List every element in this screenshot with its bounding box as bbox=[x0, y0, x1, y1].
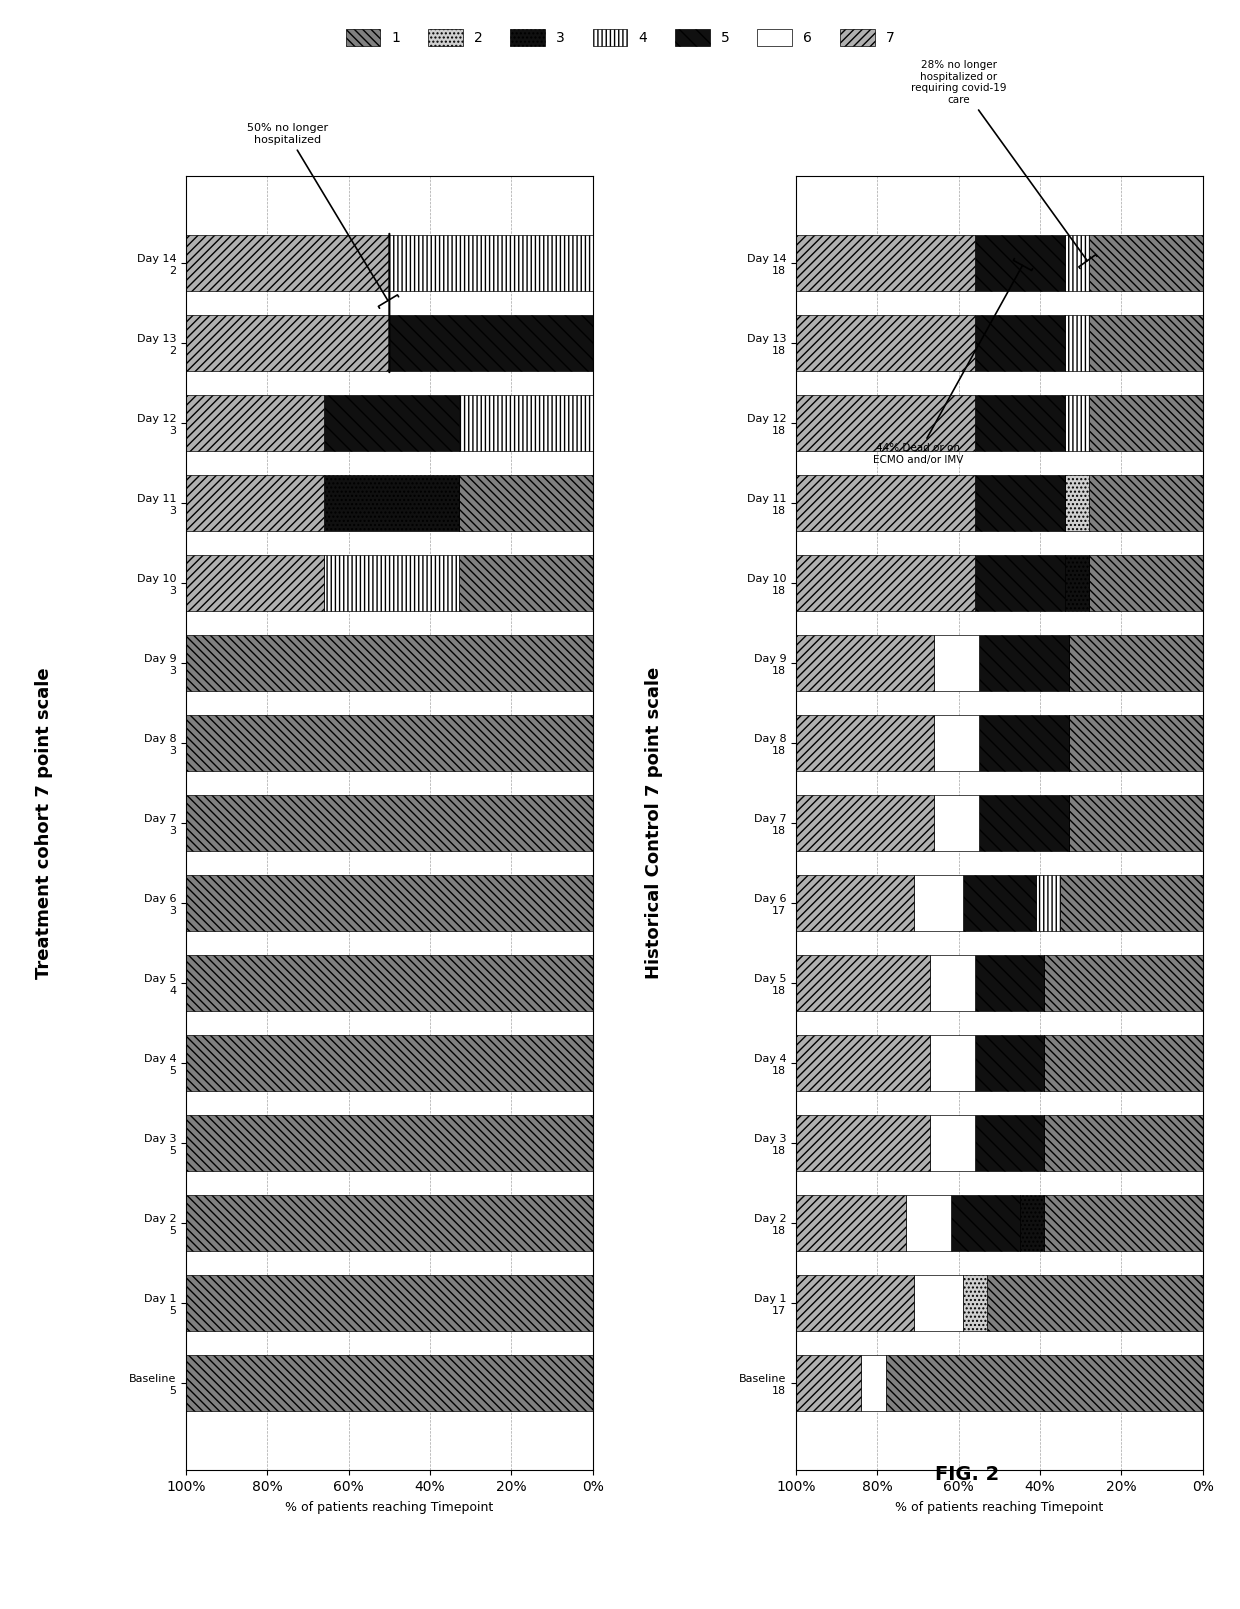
Bar bbox=[796, 394, 975, 451]
Title: Treatment cohort 7 point scale: Treatment cohort 7 point scale bbox=[35, 668, 52, 978]
Bar bbox=[1089, 555, 1203, 611]
Bar bbox=[1044, 956, 1203, 1010]
Text: 50% no longer
hospitalized: 50% no longer hospitalized bbox=[247, 124, 398, 309]
X-axis label: % of patients reaching Timepoint: % of patients reaching Timepoint bbox=[285, 1501, 494, 1514]
Bar bbox=[1064, 235, 1089, 291]
Bar bbox=[796, 636, 935, 690]
Bar bbox=[1089, 315, 1203, 372]
Bar bbox=[186, 1355, 593, 1411]
Bar bbox=[1089, 394, 1203, 451]
Bar bbox=[186, 555, 325, 611]
Bar bbox=[186, 875, 593, 932]
Bar bbox=[186, 1035, 593, 1091]
Bar bbox=[975, 475, 1064, 531]
Bar bbox=[962, 1274, 987, 1331]
Bar bbox=[975, 1035, 1044, 1091]
Text: 44% Dead or on
ECMO and/or IMV: 44% Dead or on ECMO and/or IMV bbox=[873, 259, 1033, 465]
Bar bbox=[796, 1035, 930, 1091]
Bar bbox=[389, 315, 593, 372]
Bar bbox=[186, 394, 325, 451]
Bar bbox=[796, 235, 975, 291]
Bar bbox=[1069, 714, 1203, 771]
Bar bbox=[935, 636, 980, 690]
Bar bbox=[951, 1195, 1019, 1252]
Bar bbox=[186, 475, 325, 531]
Bar bbox=[1069, 795, 1203, 851]
Bar bbox=[930, 956, 975, 1010]
Bar bbox=[186, 1195, 593, 1252]
Bar bbox=[980, 714, 1069, 771]
Bar bbox=[935, 714, 980, 771]
Bar bbox=[459, 555, 593, 611]
Bar bbox=[1064, 475, 1089, 531]
Bar bbox=[914, 1274, 962, 1331]
Bar bbox=[935, 795, 980, 851]
Bar bbox=[796, 475, 975, 531]
X-axis label: % of patients reaching Timepoint: % of patients reaching Timepoint bbox=[895, 1501, 1104, 1514]
Bar bbox=[962, 875, 1037, 932]
Bar bbox=[186, 1274, 593, 1331]
Bar bbox=[987, 1274, 1203, 1331]
Bar bbox=[186, 636, 593, 690]
Bar bbox=[796, 315, 975, 372]
Bar bbox=[186, 235, 389, 291]
Bar bbox=[796, 1355, 861, 1411]
Bar bbox=[861, 1355, 885, 1411]
Bar bbox=[796, 795, 935, 851]
Bar bbox=[186, 714, 593, 771]
Bar bbox=[1044, 1115, 1203, 1171]
Bar bbox=[325, 394, 459, 451]
Bar bbox=[975, 956, 1044, 1010]
Bar bbox=[796, 1195, 906, 1252]
Bar bbox=[980, 636, 1069, 690]
Bar bbox=[1089, 235, 1203, 291]
Bar bbox=[906, 1195, 951, 1252]
Bar bbox=[459, 394, 593, 451]
Bar bbox=[796, 1115, 930, 1171]
Bar bbox=[975, 555, 1064, 611]
Bar bbox=[389, 235, 593, 291]
Bar bbox=[1069, 636, 1203, 690]
Bar bbox=[885, 1355, 1203, 1411]
Bar bbox=[796, 555, 975, 611]
Bar bbox=[975, 235, 1064, 291]
Bar bbox=[1019, 1195, 1044, 1252]
Bar bbox=[796, 956, 930, 1010]
Bar bbox=[325, 555, 459, 611]
Bar bbox=[1044, 1195, 1203, 1252]
Bar bbox=[796, 1274, 914, 1331]
Bar bbox=[459, 475, 593, 531]
Bar bbox=[975, 1115, 1044, 1171]
Legend: 1, 2, 3, 4, 5, 6, 7: 1, 2, 3, 4, 5, 6, 7 bbox=[340, 23, 900, 51]
Bar bbox=[186, 956, 593, 1010]
Bar bbox=[1044, 1035, 1203, 1091]
Bar bbox=[1060, 875, 1203, 932]
Bar bbox=[186, 795, 593, 851]
Bar bbox=[930, 1035, 975, 1091]
Text: 28% no longer
hospitalized or
requiring covid-19
care: 28% no longer hospitalized or requiring … bbox=[911, 60, 1097, 269]
Bar bbox=[975, 315, 1064, 372]
Bar bbox=[1064, 555, 1089, 611]
Bar bbox=[1089, 475, 1203, 531]
Bar bbox=[975, 394, 1064, 451]
Bar bbox=[325, 475, 459, 531]
Bar bbox=[1064, 394, 1089, 451]
Bar bbox=[1064, 315, 1089, 372]
Title: Historical Control 7 point scale: Historical Control 7 point scale bbox=[645, 666, 662, 980]
Bar bbox=[186, 1115, 593, 1171]
Bar bbox=[186, 315, 389, 372]
Bar bbox=[796, 875, 914, 932]
Text: FIG. 2: FIG. 2 bbox=[935, 1466, 999, 1483]
Bar bbox=[914, 875, 962, 932]
Bar bbox=[930, 1115, 975, 1171]
Bar bbox=[1037, 875, 1060, 932]
Bar bbox=[796, 714, 935, 771]
Bar bbox=[980, 795, 1069, 851]
